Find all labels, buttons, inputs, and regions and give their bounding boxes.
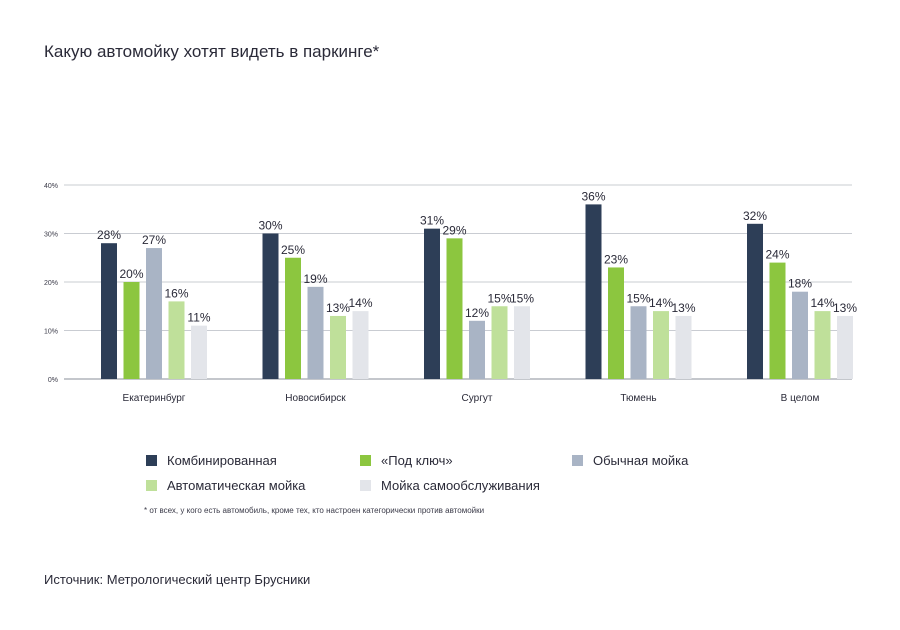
- legend-item: Комбинированная: [146, 452, 360, 468]
- bar: [262, 233, 279, 379]
- data-labels: 28%20%27%16%11%30%25%19%13%14%31%29%12%1…: [97, 189, 857, 324]
- data-label: 13%: [833, 301, 857, 315]
- data-label: 13%: [326, 301, 350, 315]
- legend-item: Обычная мойка: [572, 452, 786, 468]
- bar: [747, 223, 763, 379]
- data-label: 14%: [810, 296, 834, 310]
- legend-label: Комбинированная: [167, 452, 277, 468]
- y-tick-label: 30%: [44, 232, 58, 239]
- bar: [630, 306, 647, 379]
- y-tick-label: 10%: [44, 329, 58, 336]
- legend-item: «Под ключ»: [360, 452, 572, 468]
- legend-swatch: [360, 454, 371, 466]
- legend-label: Мойка самообслуживания: [381, 477, 540, 493]
- x-tick-label: Тюмень: [620, 393, 656, 404]
- x-tick-label: Сургут: [462, 393, 493, 404]
- y-tick-label: 0%: [48, 377, 58, 384]
- data-label: 24%: [765, 248, 789, 262]
- data-label: 29%: [442, 223, 466, 237]
- bar: [792, 291, 808, 379]
- source-note: Источник: Метрологический центр Брусники: [44, 572, 311, 587]
- legend: Комбинированная «Под ключ» Обычная мойка Ав…: [146, 452, 786, 493]
- bar: [285, 257, 301, 379]
- bars: [101, 204, 853, 379]
- legend-item: Мойка самообслуживания: [360, 477, 572, 493]
- bar: [585, 204, 602, 379]
- bar: [352, 311, 369, 379]
- bar: [653, 311, 669, 379]
- data-label: 15%: [626, 291, 650, 305]
- x-tick-label: Екатеринбург: [123, 392, 186, 404]
- legend-label: Автоматическая мойка: [167, 477, 306, 493]
- chart-title: Какую автомойку хотят видеть в паркинге*: [44, 42, 380, 61]
- data-label: 15%: [510, 291, 534, 305]
- data-label: 12%: [465, 306, 489, 320]
- data-label: 16%: [164, 286, 188, 300]
- bar: [491, 306, 508, 379]
- legend-swatch: [146, 454, 157, 466]
- legend-label: Обычная мойка: [593, 452, 689, 468]
- legend-item: Автоматическая мойка: [146, 477, 360, 493]
- bar: [514, 306, 530, 379]
- legend-swatch: [146, 479, 157, 491]
- data-label: 18%: [788, 277, 812, 291]
- bar: [469, 320, 485, 379]
- bar: [814, 311, 831, 379]
- legend-swatch: [572, 454, 583, 466]
- x-tick-label: В целом: [781, 393, 820, 404]
- data-label: 36%: [581, 189, 605, 203]
- bar: [769, 262, 786, 379]
- data-label: 28%: [97, 228, 121, 242]
- y-axis-ticks: 0% 10% 20% 30% 40%: [44, 183, 58, 384]
- data-label: 14%: [649, 296, 673, 310]
- bar: [330, 315, 346, 379]
- data-label: 19%: [303, 272, 327, 286]
- bar: [168, 301, 185, 379]
- data-label: 25%: [281, 243, 305, 257]
- data-label: 14%: [348, 296, 372, 310]
- y-tick-label: 20%: [44, 280, 58, 287]
- bar-chart: 0% 10% 20% 30% 40% 28% 20% 27% 16% 11% 30% 25% 19% 1…: [44, 183, 857, 404]
- data-label: 23%: [604, 252, 628, 266]
- bar: [191, 325, 207, 379]
- data-label: 13%: [671, 301, 695, 315]
- bar: [146, 248, 162, 379]
- x-tick-label: Новосибирск: [285, 392, 346, 404]
- bar: [675, 315, 692, 379]
- data-label: 11%: [187, 311, 210, 325]
- bar: [424, 228, 440, 379]
- data-label: 15%: [487, 291, 511, 305]
- bar: [837, 315, 853, 379]
- data-label: 31%: [420, 214, 444, 228]
- data-label: 32%: [743, 209, 767, 223]
- bar: [446, 238, 463, 379]
- legend-swatch: [360, 479, 371, 491]
- y-tick-label: 40%: [44, 183, 58, 190]
- bar: [608, 267, 624, 379]
- bar: [123, 282, 140, 379]
- footnote: * от всех, у кого есть автомобиль, кроме…: [144, 506, 485, 515]
- bar: [307, 286, 324, 379]
- data-label: 27%: [142, 233, 166, 247]
- data-label: 30%: [258, 219, 282, 233]
- x-axis-ticks: Екатеринбург Новосибирск Сургут Тюмень В цел…: [123, 392, 820, 404]
- bar: [101, 243, 117, 379]
- data-label: 20%: [119, 267, 143, 281]
- legend-label: «Под ключ»: [381, 452, 453, 468]
